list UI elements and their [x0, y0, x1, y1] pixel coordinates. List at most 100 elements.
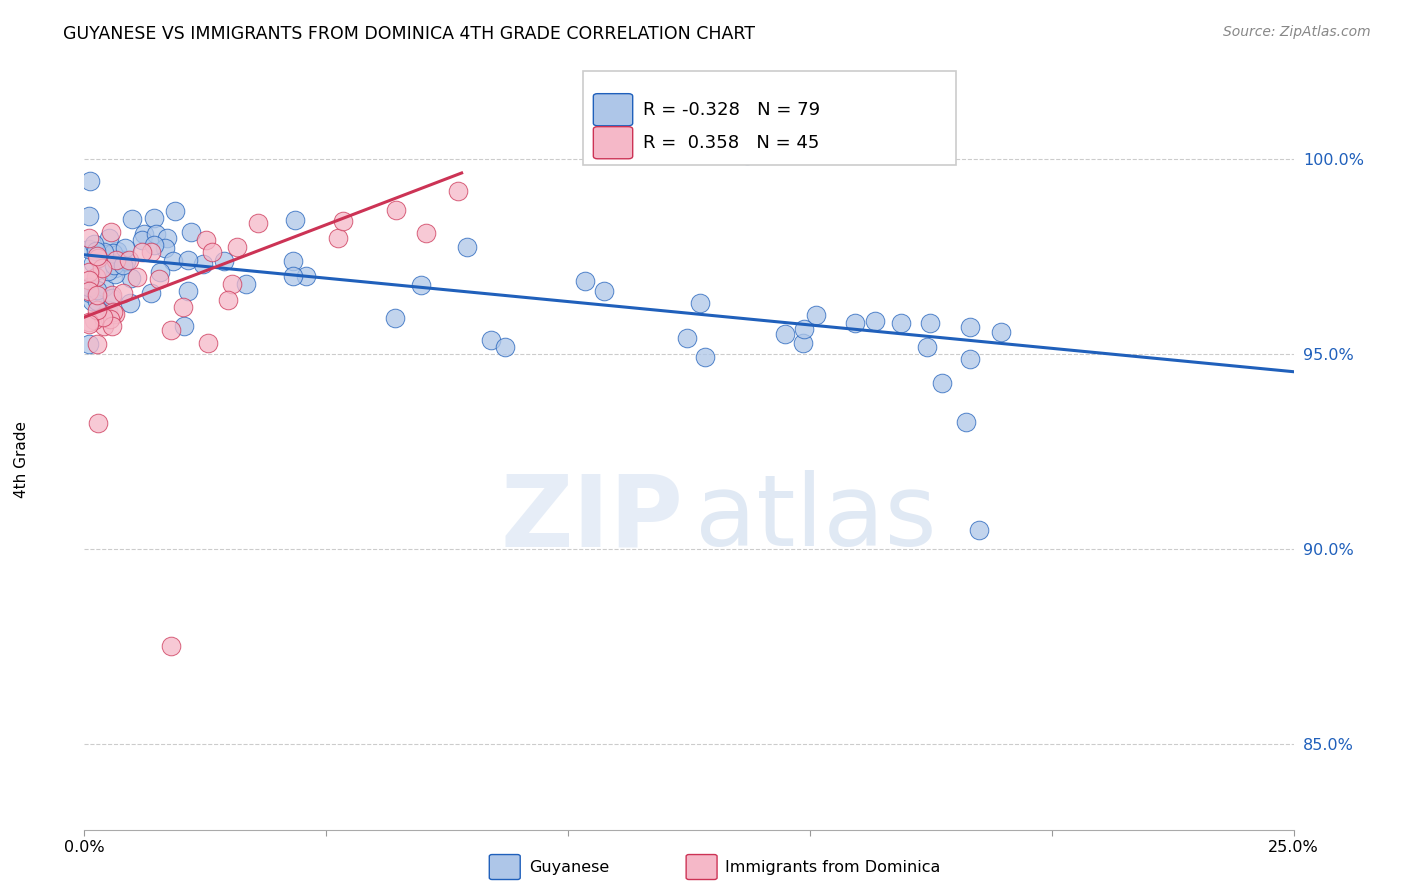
Point: [456, 240, 478, 254]
Point: [103, 260, 125, 275]
Point: [212, 254, 235, 268]
Point: [101, 319, 124, 334]
Point: [91, 310, 114, 325]
Point: [104, 267, 127, 281]
Point: [385, 202, 408, 217]
Text: ZIP: ZIP: [501, 470, 683, 567]
Text: Guyanese: Guyanese: [529, 860, 609, 874]
Point: [142, 211, 165, 225]
Point: [77, 317, 100, 331]
Point: [86, 337, 108, 351]
Point: [139, 245, 162, 260]
Point: [127, 270, 149, 285]
Point: [80, 294, 103, 309]
Point: [955, 416, 977, 430]
Point: [87, 251, 110, 265]
Point: [235, 277, 257, 292]
Point: [844, 316, 866, 330]
Point: [959, 320, 981, 334]
Point: [592, 285, 614, 299]
Point: [77, 285, 100, 299]
Point: [83, 236, 105, 251]
Point: [103, 305, 125, 319]
Point: [100, 291, 122, 305]
Point: [735, 148, 758, 162]
Point: [284, 212, 307, 227]
Point: [967, 523, 990, 537]
Point: [83, 313, 105, 327]
Point: [87, 416, 110, 430]
Point: [865, 314, 887, 328]
Point: [112, 285, 135, 300]
Y-axis label: 4th Grade: 4th Grade: [14, 421, 28, 498]
Point: [86, 249, 108, 263]
Point: [415, 227, 437, 241]
Point: [77, 273, 100, 287]
Point: [86, 244, 108, 258]
Point: [139, 285, 162, 300]
Point: [479, 333, 502, 347]
Point: [98, 311, 121, 326]
Point: [326, 231, 349, 245]
Point: [131, 233, 153, 247]
Point: [180, 225, 202, 239]
Point: [93, 280, 115, 294]
Point: [100, 226, 122, 240]
Point: [77, 265, 100, 279]
Point: [384, 310, 406, 325]
Point: [806, 308, 828, 322]
Point: [77, 231, 100, 245]
Point: [149, 265, 172, 279]
Point: [494, 340, 516, 354]
Point: [160, 640, 183, 654]
Point: [689, 296, 711, 310]
Point: [84, 270, 107, 285]
Point: [105, 244, 128, 258]
Text: R =  0.358   N = 45: R = 0.358 N = 45: [643, 134, 818, 152]
Point: [201, 244, 224, 259]
Point: [990, 325, 1012, 339]
Point: [177, 253, 200, 268]
Point: [281, 268, 304, 283]
Point: [172, 300, 194, 314]
Point: [86, 283, 108, 297]
Point: [773, 326, 796, 341]
Point: [93, 247, 115, 261]
Point: [173, 318, 195, 333]
Point: [247, 216, 270, 230]
Point: [97, 264, 120, 278]
Point: [193, 257, 215, 271]
Point: [79, 174, 101, 188]
Point: [77, 337, 100, 351]
Point: [162, 253, 184, 268]
Point: [131, 245, 153, 260]
Point: [86, 302, 108, 317]
Point: [120, 296, 142, 310]
Point: [792, 336, 814, 351]
Point: [79, 286, 101, 301]
Point: [294, 268, 316, 283]
Point: [163, 204, 186, 219]
Point: [917, 340, 939, 354]
Point: [82, 255, 104, 269]
Text: atlas: atlas: [695, 470, 936, 567]
Point: [890, 316, 912, 330]
Point: [111, 253, 134, 268]
Point: [332, 213, 354, 227]
Point: [77, 280, 100, 294]
Point: [676, 331, 699, 345]
Point: [114, 241, 136, 255]
Point: [132, 227, 155, 241]
Point: [177, 284, 200, 298]
Point: [281, 254, 304, 268]
Point: [793, 321, 815, 335]
Point: [153, 241, 176, 255]
Point: [142, 238, 165, 252]
Point: [77, 242, 100, 256]
Point: [101, 287, 124, 301]
Point: [118, 253, 141, 268]
Point: [77, 209, 100, 223]
Point: [160, 323, 183, 337]
Point: [86, 287, 108, 301]
Point: [920, 316, 942, 330]
